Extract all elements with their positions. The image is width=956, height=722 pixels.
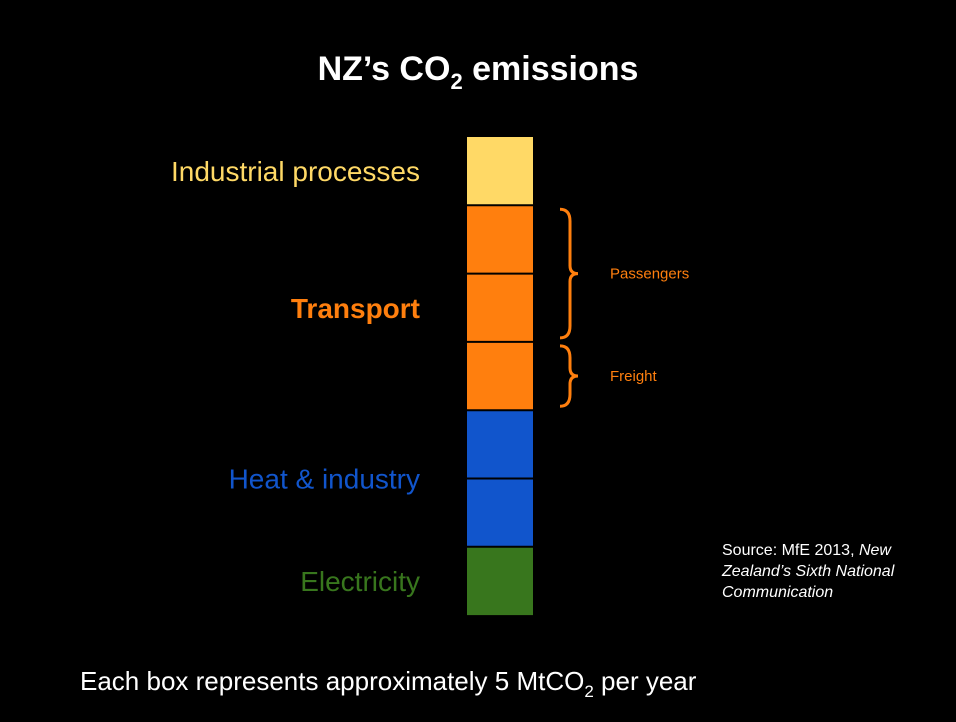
footer-note: Each box represents approximately 5 MtCO… — [80, 666, 697, 701]
brace — [559, 344, 579, 408]
sector-label: Transport — [291, 293, 420, 324]
slide-title: NZ’s CO2 emissions — [318, 50, 639, 94]
part-label: Passengers — [610, 266, 689, 283]
note-text: per year — [594, 666, 697, 696]
sector-label: Industrial processes — [171, 156, 420, 187]
sector-label: Electricity — [300, 566, 420, 597]
source-note: Source: MfE 2013, New Zealand’s Sixth Nat… — [721, 542, 895, 601]
box-stack — [467, 137, 533, 206]
source-title: Zealand’s Sixth National — [721, 563, 895, 580]
box-stack — [467, 341, 533, 411]
brace — [559, 207, 579, 340]
note-subscript: 2 — [584, 682, 593, 701]
title-subscript: 2 — [450, 69, 462, 94]
source-title: New — [859, 542, 892, 559]
sector-label: Heat & industry — [229, 464, 420, 495]
title-text: NZ’s CO — [318, 50, 451, 88]
source-text: Source: MfE 2013, — [722, 542, 859, 559]
source-title: Communication — [722, 584, 833, 601]
note-text: Each box represents approximately 5 MtCO — [80, 666, 584, 696]
box-stack — [467, 546, 533, 616]
title-text: emissions — [463, 50, 639, 88]
part-label: Freight — [610, 368, 658, 385]
